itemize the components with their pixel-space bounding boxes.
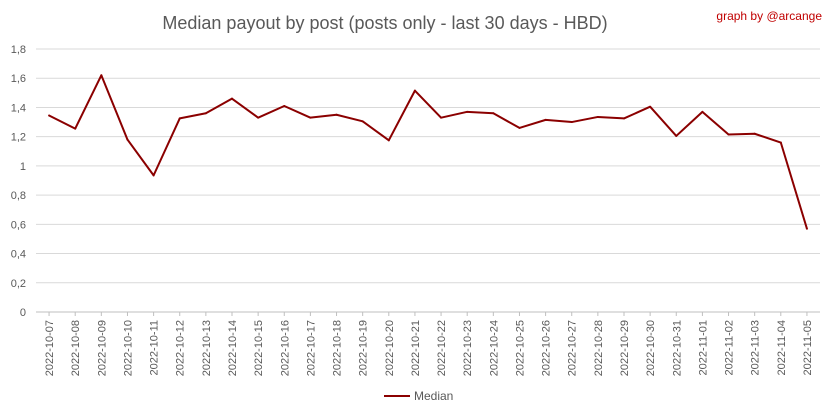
legend: Median — [384, 389, 453, 403]
y-tick-label: 0,6 — [11, 219, 26, 231]
data-point — [48, 114, 51, 117]
x-tick-label: 2022-10-28 — [593, 320, 605, 376]
chart-title: Median payout by post (posts only - last… — [162, 13, 607, 33]
x-tick-label: 2022-10-14 — [227, 320, 239, 376]
data-point — [413, 89, 416, 92]
data-point — [596, 115, 599, 118]
data-point — [204, 112, 207, 115]
series-layer — [48, 74, 808, 230]
data-point — [805, 227, 808, 230]
x-tick-label: 2022-11-02 — [724, 320, 736, 375]
x-tick-label: 2022-11-05 — [802, 320, 814, 375]
data-point — [231, 97, 233, 100]
y-tick-label: 1,8 — [11, 44, 26, 56]
y-tick-label: 0,2 — [11, 278, 26, 290]
x-axis-ticks: 2022-10-07 2022-10-08 2022-10-09 2022-10-10… — [44, 312, 814, 376]
legend-label: Median — [414, 389, 453, 403]
data-point — [283, 104, 286, 107]
data-point — [361, 120, 364, 123]
data-point — [466, 110, 469, 113]
x-tick-label: 2022-10-08 — [70, 320, 82, 376]
x-tick-label: 2022-10-07 — [44, 320, 56, 376]
x-tick-label: 2022-11-03 — [750, 320, 762, 375]
data-point — [675, 134, 678, 137]
y-tick-label: 1,4 — [11, 102, 26, 114]
data-point — [309, 116, 312, 119]
data-point — [701, 110, 704, 113]
x-tick-label: 2022-10-23 — [462, 320, 474, 376]
data-point — [492, 112, 495, 115]
data-point — [257, 116, 260, 119]
x-tick-label: 2022-10-09 — [96, 320, 108, 376]
x-tick-label: 2022-10-21 — [410, 320, 422, 376]
y-tick-label: 1,6 — [11, 73, 26, 85]
x-tick-label: 2022-10-24 — [488, 320, 500, 376]
data-point — [649, 105, 652, 108]
data-point — [623, 117, 625, 120]
x-tick-label: 2022-10-19 — [358, 320, 370, 376]
data-point — [570, 121, 573, 124]
x-tick-label: 2022-10-15 — [253, 320, 265, 376]
y-axis-ticks: 0 0,2 0,4 0,6 0,8 1 1,2 1,4 1,6 1,8 — [11, 44, 26, 319]
x-tick-label: 2022-10-12 — [175, 320, 187, 376]
gridlines — [36, 48, 820, 313]
data-point — [727, 133, 730, 136]
x-tick-label: 2022-10-26 — [541, 320, 553, 376]
data-point — [178, 117, 181, 120]
y-tick-label: 0 — [20, 307, 26, 319]
x-tick-label: 2022-10-17 — [305, 320, 317, 376]
data-point — [152, 174, 155, 177]
x-tick-label: 2022-10-22 — [436, 320, 448, 376]
x-tick-label: 2022-10-11 — [149, 320, 161, 375]
x-tick-label: 2022-10-27 — [567, 320, 579, 376]
x-tick-label: 2022-11-01 — [697, 320, 709, 375]
x-tick-label: 2022-10-18 — [332, 320, 344, 376]
data-point — [753, 132, 756, 135]
data-point — [544, 118, 547, 121]
x-tick-label: 2022-10-30 — [645, 320, 657, 376]
series-line-median — [48, 74, 808, 230]
x-tick-label: 2022-11-04 — [776, 320, 788, 375]
x-tick-label: 2022-10-10 — [122, 320, 134, 376]
y-tick-label: 0,8 — [11, 190, 26, 202]
data-point — [440, 116, 443, 119]
data-point — [779, 141, 782, 144]
data-point — [126, 138, 129, 141]
data-point — [518, 126, 521, 129]
x-tick-label: 2022-10-16 — [279, 320, 291, 376]
y-tick-label: 1 — [20, 161, 26, 173]
x-tick-label: 2022-10-13 — [201, 320, 213, 376]
y-tick-label: 0,4 — [11, 249, 26, 261]
y-tick-label: 1,2 — [11, 132, 26, 144]
data-point — [74, 127, 77, 130]
x-tick-label: 2022-10-29 — [619, 320, 631, 376]
x-tick-label: 2022-10-20 — [384, 320, 396, 376]
chart-credit: graph by @arcange — [716, 9, 822, 23]
x-tick-label: 2022-10-25 — [514, 320, 526, 376]
data-point — [335, 113, 338, 116]
data-point — [387, 139, 390, 142]
x-tick-label: 2022-10-31 — [671, 320, 683, 376]
data-point — [100, 74, 103, 77]
